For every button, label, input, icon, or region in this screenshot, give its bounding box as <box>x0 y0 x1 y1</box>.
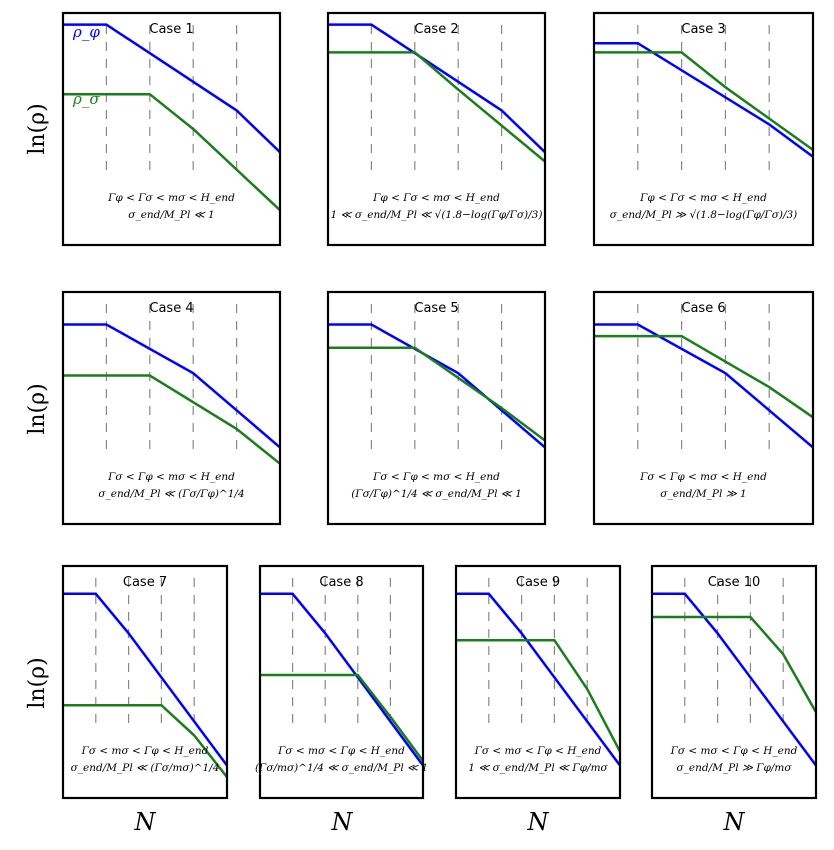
series-line-rho-phi <box>594 41 814 158</box>
condition-text: (Γσ/mσ)^1/4 ≪ σ_end/M_Pl ≪ 1 <box>255 762 428 774</box>
panel-frame <box>258 564 425 800</box>
condition-text: σ_end/M_Pl ≫ Γφ/mσ <box>676 762 792 774</box>
series-line-rho-phi <box>328 23 546 154</box>
series-line-rho-sigma <box>456 638 622 753</box>
panel-case-4: Case 4 Γσ < Γφ < mσ < H_end σ_end/M_Pl ≪ (… <box>61 290 282 526</box>
panel-case-5: Case 5 Γσ < Γφ < mσ < H_end (Γσ/Γφ)^1/4 ≪ … <box>326 290 547 526</box>
panel-frame <box>592 11 815 247</box>
series-line-rho-phi <box>63 592 229 767</box>
condition-text: Γσ < mσ < Γφ < H_end <box>277 745 405 757</box>
condition-text: Γφ < Γσ < mσ < H_end <box>107 192 235 204</box>
x-axis-label: N <box>527 808 550 836</box>
panel-case-6: Case 6 Γσ < Γφ < mσ < H_end σ_end/M_Pl ≫ 1 <box>592 290 815 526</box>
series-line-rho-phi <box>260 592 425 767</box>
condition-text: Γφ < Γσ < mσ < H_end <box>372 192 500 204</box>
panel-frame <box>61 11 282 247</box>
series-line-rho-phi <box>63 23 281 154</box>
condition-text: Γσ < mσ < Γφ < H_end <box>81 745 209 757</box>
panel-case-8: Case 8 Γσ < mσ < Γφ < H_end (Γσ/mσ)^1/4 ≪ … <box>255 564 428 800</box>
panel-frame <box>61 290 282 526</box>
series-line-rho-phi <box>328 323 546 449</box>
series-line-rho-phi <box>456 592 622 767</box>
series-line-rho-phi <box>594 323 814 449</box>
series-line-rho-sigma <box>594 51 814 151</box>
panel-frame <box>592 290 815 526</box>
y-axis-label: ln(ρ) <box>25 383 50 434</box>
series-line-rho-sigma <box>260 673 425 762</box>
condition-text: Γσ < Γφ < mσ < H_end <box>372 471 500 483</box>
panel-frame <box>326 11 547 247</box>
series-line-rho-sigma <box>63 92 281 212</box>
case-title: Case 8 <box>319 575 363 590</box>
condition-text: (Γσ/Γφ)^1/4 ≪ σ_end/M_Pl ≪ 1 <box>351 488 522 500</box>
case-title: Case 6 <box>681 301 725 316</box>
case-title: Case 7 <box>123 575 167 590</box>
condition-text: 1 ≪ σ_end/M_Pl ≪ Γφ/mσ <box>468 762 608 774</box>
panel-frame <box>454 564 622 800</box>
case-title: Case 1 <box>149 22 193 37</box>
case-title: Case 9 <box>516 575 560 590</box>
condition-text: σ_end/M_Pl ≪ 1 <box>128 209 214 221</box>
condition-text: σ_end/M_Pl ≪ (Γσ/mσ)^1/4 <box>71 762 220 774</box>
case-title: Case 3 <box>681 22 725 37</box>
panel-case-3: Case 3 Γφ < Γσ < mσ < H_end σ_end/M_Pl ≫ √… <box>592 11 815 247</box>
panel-case-2: Case 2 Γφ < Γσ < mσ < H_end 1 ≪ σ_end/M_Pl… <box>326 11 547 247</box>
series-line-rho-phi <box>63 323 281 449</box>
series-line-rho-sigma <box>652 615 818 713</box>
case-title: Case 5 <box>414 301 458 316</box>
condition-text: Γσ < Γφ < mσ < H_end <box>107 471 235 483</box>
legend-rho-sigma: ρ_σ <box>72 90 100 108</box>
series-line-rho-sigma <box>328 51 546 163</box>
series-line-rho-sigma <box>328 346 546 442</box>
condition-text: Γσ < mσ < Γφ < H_end <box>474 745 602 757</box>
condition-text: Γφ < Γσ < mσ < H_end <box>639 192 767 204</box>
x-axis-label: N <box>723 808 746 836</box>
x-axis-label: N <box>331 808 354 836</box>
panel-case-10: Case 10 Γσ < mσ < Γφ < H_end σ_end/M_Pl ≫ … <box>650 564 818 800</box>
condition-text: σ_end/M_Pl ≫ √(1.8−log(Γφ/Γσ)/3) <box>610 209 798 221</box>
panel-frame <box>650 564 818 800</box>
condition-text: Γσ < mσ < Γφ < H_end <box>670 745 798 757</box>
case-title: Case 10 <box>708 575 761 590</box>
panel-case-1: Case 1 Γφ < Γσ < mσ < H_end σ_end/M_Pl ≪ 1 <box>61 11 282 247</box>
x-axis-label: N <box>134 808 157 836</box>
series-line-rho-sigma <box>594 334 814 419</box>
condition-text: 1 ≪ σ_end/M_Pl ≪ √(1.8−log(Γφ/Γσ)/3) <box>331 209 543 221</box>
condition-text: σ_end/M_Pl ≫ 1 <box>660 488 746 500</box>
series-line-rho-phi <box>652 592 818 767</box>
condition-text: σ_end/M_Pl ≪ (Γσ/Γφ)^1/4 <box>98 488 244 500</box>
case-title: Case 2 <box>414 22 458 37</box>
panel-case-7: Case 7 Γσ < mσ < Γφ < H_end σ_end/M_Pl ≪ (… <box>61 564 229 800</box>
y-axis-label: ln(ρ) <box>25 103 50 154</box>
series-line-rho-sigma <box>63 703 228 778</box>
legend-rho-phi: ρ_φ <box>72 23 100 41</box>
series-line-rho-sigma <box>63 374 281 465</box>
panel-case-9: Case 9 Γσ < mσ < Γφ < H_end 1 ≪ σ_end/M_Pl… <box>454 564 622 800</box>
panel-frame <box>326 290 547 526</box>
panel-frame <box>61 564 229 800</box>
y-axis-label: ln(ρ) <box>25 657 50 708</box>
case-title: Case 4 <box>149 301 193 316</box>
condition-text: Γσ < Γφ < mσ < H_end <box>639 471 767 483</box>
